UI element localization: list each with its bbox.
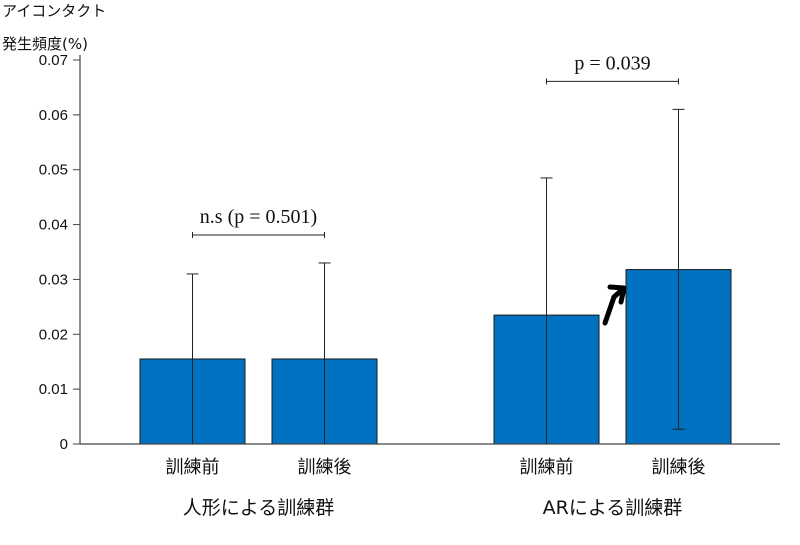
- y-tick-label: 0.07: [39, 52, 68, 69]
- group-label: ARによる訓練群: [543, 497, 683, 519]
- y-tick-label: 0.06: [39, 107, 68, 124]
- annotations: n.s (p = 0.501) p = 0.039: [192, 52, 679, 326]
- p-value-label: n.s (p = 0.501): [200, 206, 317, 228]
- category-label: 訓練後: [298, 457, 352, 478]
- y-axis-label-line-2: 発生頻度(%): [2, 35, 88, 53]
- increase-arrow-icon: [602, 284, 627, 326]
- y-tick-label: 0.02: [39, 326, 68, 343]
- y-tick-label: 0.05: [39, 162, 68, 179]
- category-label: 訓練後: [652, 457, 706, 478]
- y-tick-label: 0.01: [39, 381, 68, 398]
- group-label: 人形による訓練群: [183, 497, 334, 519]
- axes: [79, 55, 780, 445]
- y-tick-label: 0.04: [39, 217, 68, 234]
- y-tick-label: 0.03: [39, 271, 68, 288]
- y-axis-ticks: 0 0.01 0.02 0.03 0.04 0.05 0.06 0.07: [39, 52, 80, 453]
- category-label: 訓練前: [520, 457, 574, 478]
- y-axis-label-line-1: アイコンタクト: [2, 2, 106, 20]
- p-value-label: p = 0.039: [574, 52, 650, 74]
- category-label: 訓練前: [166, 457, 220, 478]
- bars: [139, 108, 732, 445]
- y-tick-label: 0: [60, 436, 68, 453]
